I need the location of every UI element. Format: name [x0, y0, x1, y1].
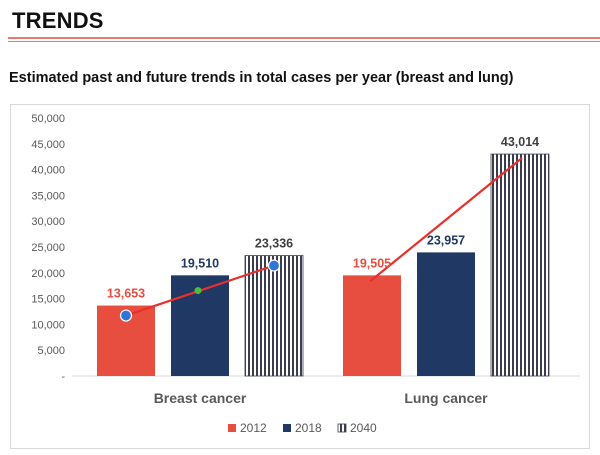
category-label: Lung cancer	[404, 390, 488, 406]
legend-swatch-2018	[283, 424, 291, 432]
legend-swatch-2040	[337, 423, 347, 433]
y-tick-label: 10,000	[31, 319, 65, 331]
category-label: Breast cancer	[154, 390, 247, 406]
legend-swatch-2012	[228, 424, 236, 432]
y-tick-label: 40,000	[31, 165, 65, 177]
data-label: 19,505	[353, 256, 391, 270]
legend-label: 2018	[295, 421, 322, 435]
trend-end-marker	[267, 259, 281, 272]
page-title: TRENDS	[12, 8, 104, 33]
data-label: 23,957	[427, 233, 465, 247]
bar-2040-breast	[244, 255, 304, 377]
chart-subtitle: Estimated past and future trends in tota…	[9, 70, 514, 86]
y-tick-label: 25,000	[31, 242, 65, 254]
title-rule-thin	[8, 41, 600, 42]
data-label: 19,510	[181, 256, 219, 270]
y-tick-label: 15,000	[31, 294, 65, 306]
data-label: 13,653	[107, 287, 145, 301]
title-rule	[8, 37, 600, 39]
trend-start-marker	[119, 309, 133, 322]
trend-midpoint-marker	[194, 287, 202, 295]
y-tick-label: 35,000	[31, 190, 65, 202]
bar-2040-lung	[490, 153, 550, 377]
bar-2018-lung	[417, 252, 475, 376]
y-tick-label: 20,000	[31, 268, 65, 280]
trend-line-lung	[369, 157, 523, 283]
y-tick-label: -	[61, 371, 65, 383]
y-tick-label: 45,000	[31, 139, 65, 151]
data-label: 23,336	[255, 237, 293, 251]
y-tick-label: 50,000	[31, 113, 65, 125]
legend-label: 2040	[350, 421, 377, 435]
y-tick-label: 5,000	[37, 345, 65, 357]
legend-label: 2012	[240, 421, 267, 435]
bar-2012-lung	[343, 275, 401, 376]
y-tick-label: 30,000	[31, 216, 65, 228]
data-label: 43,014	[501, 135, 539, 149]
